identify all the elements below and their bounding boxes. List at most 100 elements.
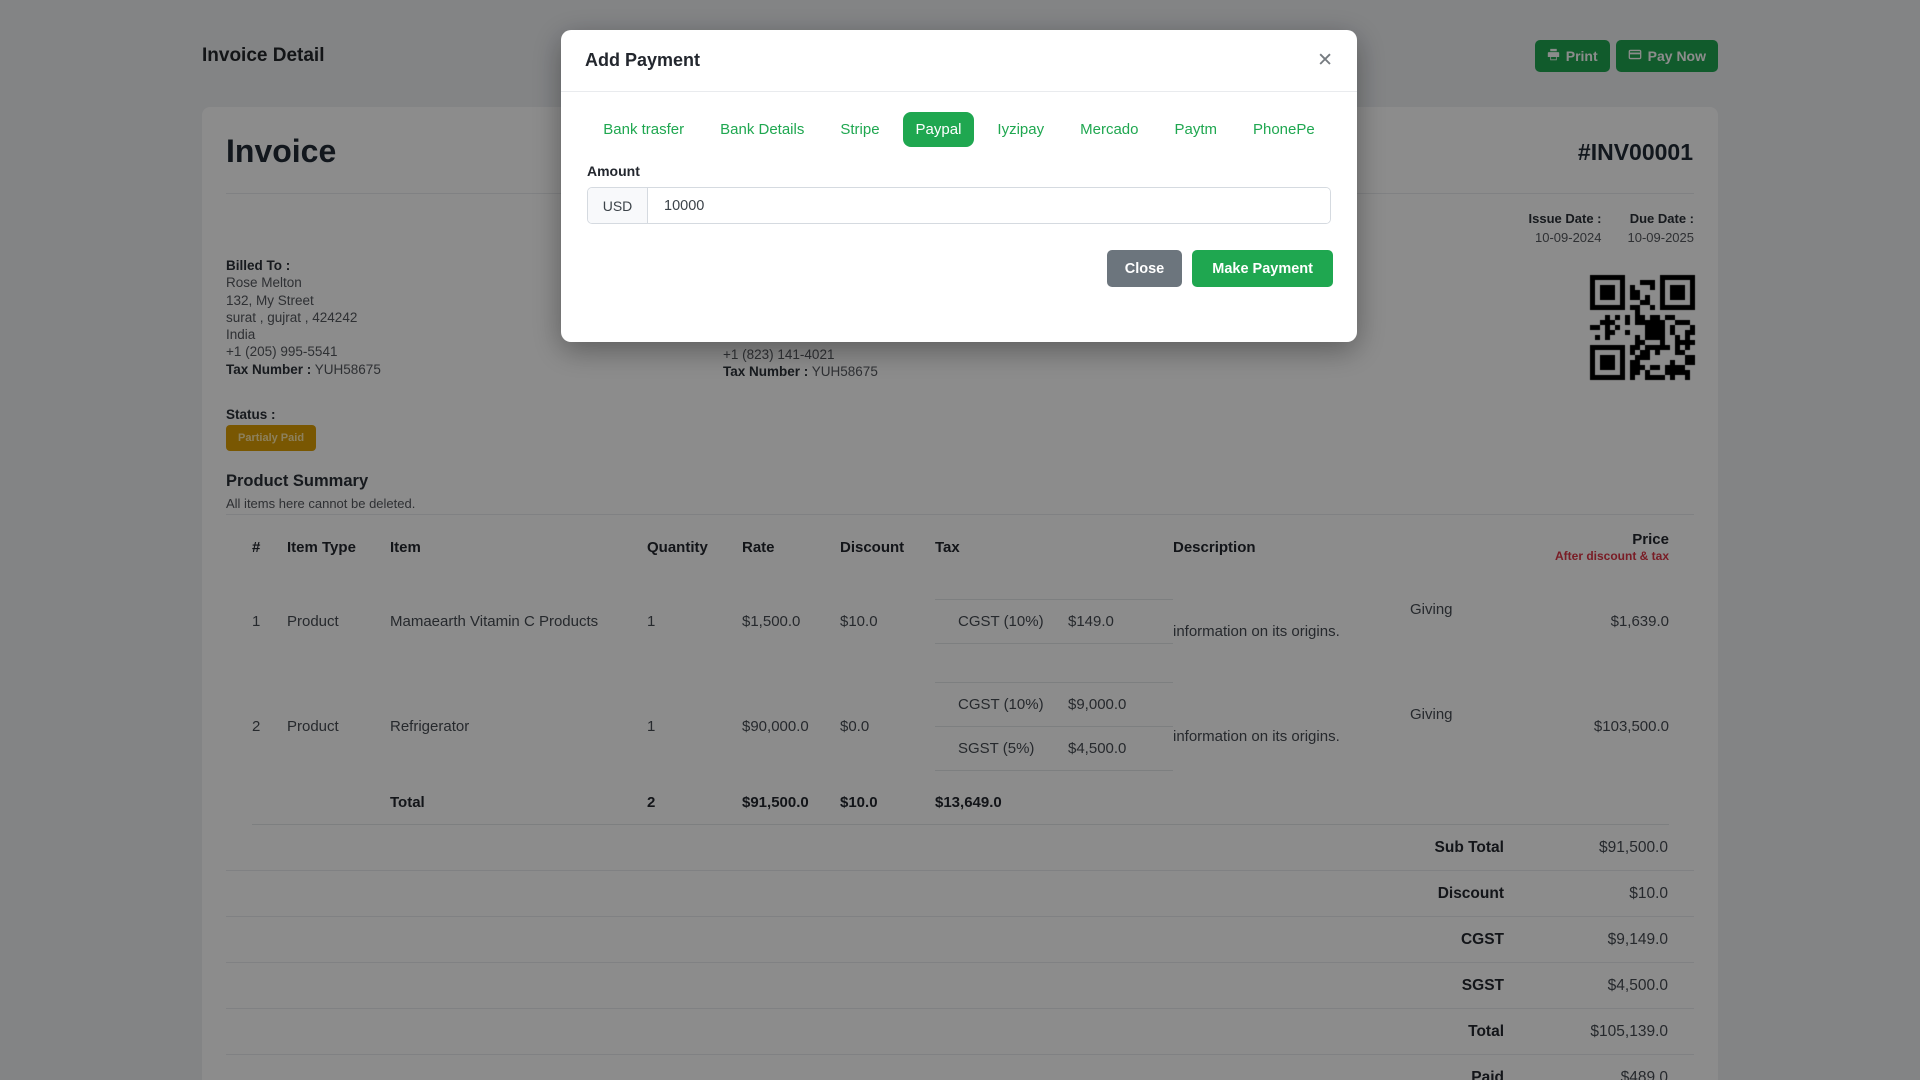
cell-price: $1,639.0 xyxy=(1610,612,1669,630)
cell-rate: $1,500.0 xyxy=(742,612,801,630)
tab-stripe[interactable]: Stripe xyxy=(827,112,892,147)
cell-item: Refrigerator xyxy=(390,717,470,735)
tax-subtable: CGST (10%) $9,000.0 SGST (5%) $4,500.0 xyxy=(935,681,1173,771)
make-payment-button[interactable]: Make Payment xyxy=(1192,250,1333,287)
tax-name: SGST (5%) xyxy=(958,739,1035,757)
product-summary-title: Product Summary xyxy=(226,472,369,490)
table-total-row: Total 2 $91,500.0 $10.0 $13,649.0 xyxy=(252,780,1669,825)
total-quantity: 2 xyxy=(647,793,656,811)
total-rate: $91,500.0 xyxy=(742,793,809,811)
col-rate: Rate xyxy=(742,539,775,556)
cell-discount: $10.0 xyxy=(840,612,878,630)
tax-number-label: Tax Number : xyxy=(723,364,809,380)
divider xyxy=(226,514,1694,515)
tax-number-label: Tax Number : xyxy=(226,361,312,377)
price-header-label: Price xyxy=(1632,530,1669,548)
summary-value: $91,500.0 xyxy=(1599,838,1668,856)
tab-iyzipay[interactable]: Iyzipay xyxy=(984,112,1057,147)
col-discount: Discount xyxy=(840,539,905,556)
status-label: Status : xyxy=(226,407,276,422)
table-row: 1 Product Mamaearth Vitamin C Products 1… xyxy=(252,570,1669,672)
col-num: # xyxy=(252,539,261,556)
currency-prefix: USD xyxy=(588,188,648,223)
summary-value: $9,149.0 xyxy=(1607,930,1668,948)
billed-to-country: India xyxy=(226,327,256,343)
due-date: Due Date : 10-09-2025 xyxy=(1628,211,1695,245)
close-icon[interactable]: ✕ xyxy=(1317,50,1333,71)
summary-row: Total $105,139.0 xyxy=(226,1009,1694,1055)
tax-value: $4,500.0 xyxy=(1068,739,1127,757)
qr-code xyxy=(1588,273,1698,383)
product-table: # Item Type Item Quantity Rate Discount … xyxy=(252,525,1669,825)
billed-to-phone: +1 (205) 995-5541 xyxy=(226,344,338,360)
issue-date: Issue Date : 10-09-2024 xyxy=(1529,211,1602,245)
billed-to-tax: Tax Number : YUH58675 xyxy=(226,361,381,378)
tab-mercado[interactable]: Mercado xyxy=(1067,112,1151,147)
summary-label: Paid xyxy=(1471,1069,1504,1080)
invoice-dates: Issue Date : 10-09-2024 Due Date : 10-09… xyxy=(1529,211,1694,245)
summary-row: Sub Total $91,500.0 xyxy=(226,825,1694,871)
cell-tax: CGST (10%) $149.0 xyxy=(935,598,1173,644)
billed-to-name: Rose Melton xyxy=(226,275,302,291)
cell-description: Giving information on its origins. xyxy=(1173,601,1453,640)
pay-now-label: Pay Now xyxy=(1647,48,1706,64)
credit-card-icon xyxy=(1628,48,1642,64)
tax-number-value: YUH58675 xyxy=(811,364,878,380)
due-date-value: 10-09-2025 xyxy=(1627,230,1695,245)
cell-item: Mamaearth Vitamin C Products xyxy=(390,612,599,630)
col-item-type: Item Type xyxy=(287,539,356,556)
summary-value: $489.0 xyxy=(1620,1069,1668,1080)
tax-number-value: YUH58675 xyxy=(314,361,381,377)
summary-label: Discount xyxy=(1437,884,1504,902)
tax-value: $149.0 xyxy=(1068,612,1114,630)
tax-line: CGST (10%) $149.0 xyxy=(935,598,1173,643)
printer-icon xyxy=(1547,48,1560,64)
col-price: Price After discount & tax xyxy=(1473,531,1669,565)
billed-to-block: Billed To : Rose Melton 132, My Street s… xyxy=(226,257,381,378)
tab-paytm[interactable]: Paytm xyxy=(1161,112,1230,147)
summary-value: $4,500.0 xyxy=(1607,976,1668,994)
cell-num: 1 xyxy=(252,612,261,630)
pay-now-button[interactable]: Pay Now xyxy=(1615,40,1718,72)
shipped-to-phone: +1 (823) 141-4021 xyxy=(723,347,835,362)
modal-header: Add Payment ✕ xyxy=(561,30,1357,92)
modal-title: Add Payment xyxy=(585,50,701,70)
tab-paypal[interactable]: Paypal xyxy=(902,112,975,147)
print-label: Print xyxy=(1565,48,1598,64)
header-actions: Print Pay Now xyxy=(1534,40,1718,72)
col-item: Item xyxy=(390,539,421,556)
col-quantity: Quantity xyxy=(647,539,708,556)
cell-item-type: Product xyxy=(287,612,339,630)
amount-input-group: USD xyxy=(587,187,1331,224)
summary-row: SGST $4,500.0 xyxy=(226,963,1694,1009)
billed-to-address1: 132, My Street xyxy=(226,292,314,308)
modal-actions: Close Make Payment xyxy=(585,250,1333,287)
cell-tax: CGST (10%) $9,000.0 SGST (5%) $4,500.0 xyxy=(935,681,1173,771)
tab-bank-transfer[interactable]: Bank trasfer xyxy=(590,112,697,147)
total-discount: $10.0 xyxy=(840,793,878,811)
due-date-label: Due Date : xyxy=(1629,211,1694,226)
cell-description: Giving information on its origins. xyxy=(1173,706,1453,745)
shipped-to-tax: Tax Number : YUH58675 xyxy=(723,363,878,380)
summary-label: Total xyxy=(1468,1022,1504,1040)
summary-label: Sub Total xyxy=(1434,838,1504,856)
add-payment-modal: Add Payment ✕ Bank trasfer Bank Details … xyxy=(561,30,1357,342)
amount-input[interactable] xyxy=(648,188,1330,223)
tax-name: CGST (10%) xyxy=(958,695,1044,713)
billed-to-label: Billed To : xyxy=(226,258,291,273)
tab-bank-details[interactable]: Bank Details xyxy=(707,112,817,147)
amount-label: Amount xyxy=(587,163,640,179)
product-summary-subtitle: All items here cannot be deleted. xyxy=(226,496,416,511)
print-button[interactable]: Print xyxy=(1534,40,1610,72)
cell-quantity: 1 xyxy=(647,612,656,630)
total-tax: $13,649.0 xyxy=(935,793,1002,811)
shipped-to-block-partial: +1 (823) 141-4021 Tax Number : YUH58675 xyxy=(723,346,878,381)
page-title: Invoice Detail xyxy=(202,45,325,66)
summary-row: Paid $489.0 xyxy=(226,1055,1694,1080)
price-header-subtext: After discount & tax xyxy=(1554,549,1669,564)
status-badge: Partialy Paid xyxy=(226,425,317,451)
summary-label: SGST xyxy=(1461,976,1504,994)
tax-line: SGST (5%) $4,500.0 xyxy=(935,725,1173,770)
tab-phonepe[interactable]: PhonePe xyxy=(1240,112,1328,147)
close-button[interactable]: Close xyxy=(1106,250,1183,287)
